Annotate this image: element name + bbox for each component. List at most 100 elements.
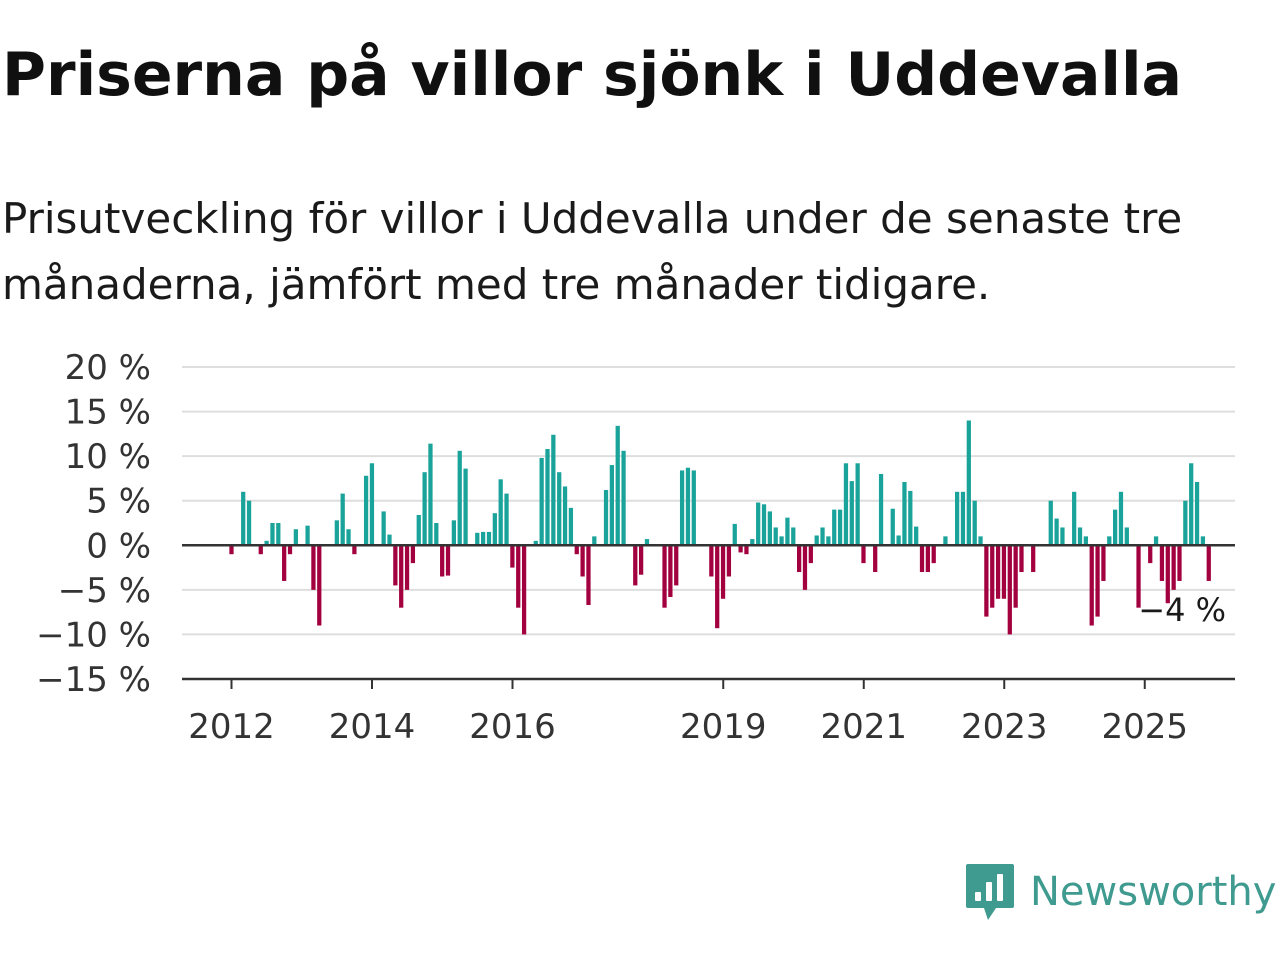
bar	[738, 545, 743, 553]
bar	[1206, 545, 1211, 581]
bar	[603, 490, 609, 546]
bar	[931, 545, 936, 564]
y-tick-label: 0 %	[86, 526, 151, 566]
bar	[369, 463, 375, 546]
bar	[644, 539, 650, 546]
bar	[1136, 545, 1141, 608]
bars	[229, 420, 1211, 635]
bar	[1089, 545, 1094, 626]
bar	[422, 472, 427, 546]
bar	[908, 490, 913, 546]
bar	[726, 545, 732, 577]
bar	[878, 473, 884, 546]
bar	[270, 523, 275, 546]
axes	[182, 544, 1235, 689]
newsworthy-logo: Newsworthy	[964, 862, 1276, 922]
bar	[481, 531, 486, 546]
bar	[1107, 536, 1112, 546]
bar	[241, 491, 246, 546]
bar	[510, 545, 515, 568]
bar	[990, 545, 995, 608]
bar	[802, 545, 808, 590]
x-tick-label: 2021	[820, 707, 907, 747]
bar	[832, 509, 837, 546]
bar	[744, 545, 749, 555]
bar	[586, 545, 591, 606]
bar	[410, 545, 416, 564]
gridlines	[182, 366, 1235, 636]
y-axis-tick-labels: 20 % 15 %10 % 5 %0 % −5 %−10 % −15 %	[36, 348, 151, 700]
bar	[761, 504, 767, 546]
bar	[902, 481, 907, 546]
bar	[960, 491, 966, 546]
bar	[568, 507, 574, 546]
bar	[1095, 545, 1100, 617]
bar	[1118, 491, 1124, 546]
bar	[662, 545, 667, 608]
bar	[639, 545, 644, 575]
bar	[562, 486, 568, 546]
bar	[404, 545, 410, 590]
bar	[621, 450, 626, 546]
bar	[1194, 481, 1200, 546]
bar	[615, 425, 620, 546]
bar	[352, 545, 357, 555]
x-tick-label: 2016	[469, 707, 556, 747]
bar	[363, 475, 369, 546]
bar	[1148, 545, 1153, 564]
bar	[849, 481, 854, 546]
bar	[416, 514, 421, 546]
bar	[779, 536, 784, 546]
bar-chart-logo-icon	[966, 864, 1014, 920]
bar	[229, 545, 234, 555]
bar	[1153, 536, 1159, 546]
bar	[609, 465, 614, 546]
bar	[919, 545, 925, 573]
bar	[820, 527, 825, 546]
bar	[428, 443, 433, 546]
x-tick-label: 2012	[188, 707, 275, 747]
bar	[773, 527, 778, 546]
bar	[750, 539, 755, 546]
bar	[685, 467, 691, 546]
bar	[1001, 545, 1007, 599]
bar	[914, 526, 919, 546]
bar	[246, 500, 252, 546]
bar	[287, 545, 293, 555]
bar	[756, 502, 761, 546]
bar	[539, 457, 544, 546]
bar	[258, 545, 263, 555]
bar	[966, 420, 971, 546]
bar	[955, 491, 960, 546]
bar	[808, 545, 813, 564]
x-tick-label: 2025	[1101, 707, 1188, 747]
latest-value-label: −4 %	[1138, 591, 1226, 629]
bar	[1101, 545, 1106, 581]
x-tick-label: 2019	[680, 707, 767, 747]
bar	[1124, 527, 1129, 546]
bar	[276, 523, 281, 546]
bar	[486, 531, 492, 546]
bar	[972, 500, 977, 546]
bar	[925, 545, 930, 573]
bar	[592, 536, 597, 546]
bar	[498, 479, 503, 546]
x-tick-label: 2023	[961, 707, 1048, 747]
bar	[387, 534, 392, 546]
bar	[434, 523, 439, 546]
bar	[785, 517, 790, 546]
bar	[715, 545, 720, 629]
bar	[1183, 500, 1188, 546]
bar	[861, 545, 866, 564]
bar	[334, 520, 339, 546]
bar	[709, 545, 714, 577]
bar	[1083, 536, 1088, 546]
bar	[340, 493, 345, 546]
bar	[1013, 545, 1018, 608]
bar	[463, 468, 468, 546]
bar	[1159, 545, 1165, 581]
bar	[393, 545, 398, 586]
bar	[346, 529, 351, 546]
bar	[890, 508, 895, 546]
bar	[574, 545, 579, 555]
